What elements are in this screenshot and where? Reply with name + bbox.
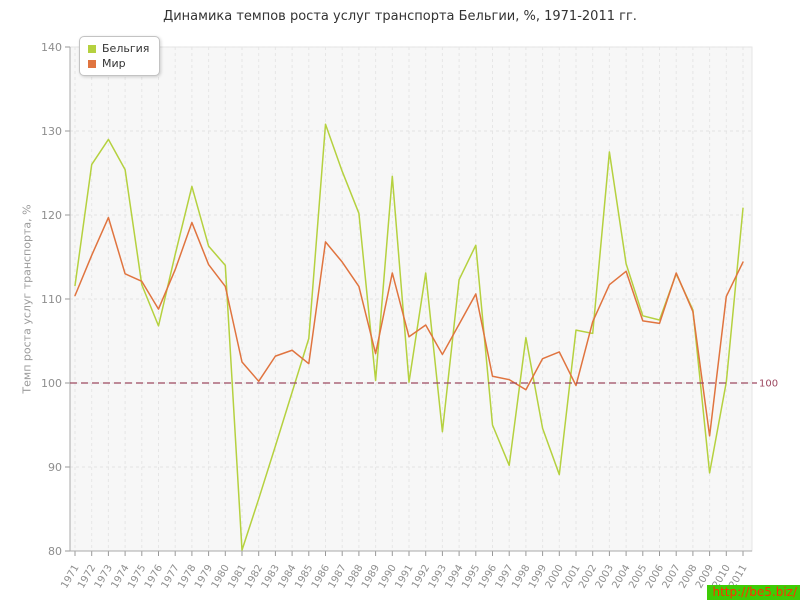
legend: Бельгия Мир	[79, 36, 161, 76]
chart-title: Динамика темпов роста услуг транспорта Б…	[163, 9, 637, 24]
y-tick-label: 80	[48, 545, 62, 558]
y-tick-label: 100	[41, 377, 62, 390]
y-tick-label: 110	[41, 293, 62, 306]
series-line-Бельгия	[74, 123, 744, 551]
plot-area	[69, 46, 753, 552]
y-tick-label: 130	[41, 125, 62, 138]
legend-swatch	[88, 44, 96, 53]
series-line-Мир	[74, 216, 744, 437]
refline-label: 100	[759, 379, 778, 390]
legend-label: Бельгия	[102, 42, 150, 55]
y-tick-label: 90	[48, 461, 62, 474]
legend-label: Мир	[102, 57, 126, 70]
y-tick-label: 120	[41, 209, 62, 222]
legend-item-Мир: Мир	[88, 56, 149, 71]
legend-swatch	[88, 59, 96, 68]
y-tick-label: 140	[41, 41, 62, 54]
legend-item-Бельгия: Бельгия	[88, 41, 149, 56]
watermark-link[interactable]: http://be5.biz/	[707, 585, 800, 600]
